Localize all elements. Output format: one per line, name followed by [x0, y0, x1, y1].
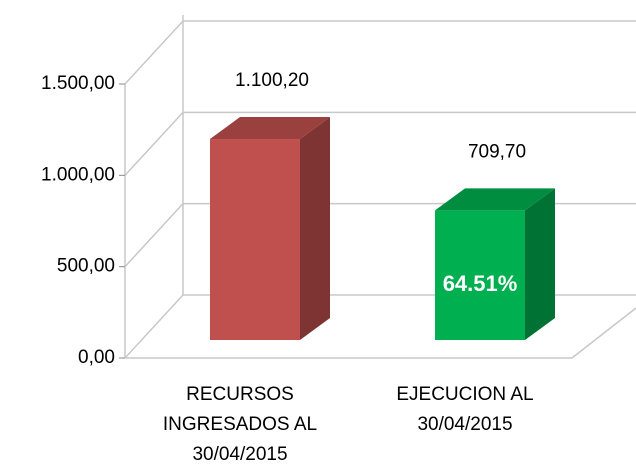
- floor-side: [571, 307, 636, 359]
- grid-line: [124, 294, 636, 359]
- y-tick-label: 1.000,00: [41, 164, 115, 185]
- bar-top: [210, 117, 330, 140]
- x-tick-label: EJECUCION AL: [396, 384, 533, 405]
- annotation: 64.51%: [443, 271, 518, 296]
- bar-side: [525, 188, 555, 340]
- y-tick-label: 0,00: [78, 347, 115, 368]
- bar-side: [300, 117, 330, 340]
- value-label: 709,70: [468, 141, 526, 162]
- y-tick-label: 500,00: [57, 256, 115, 277]
- y-tick-label: 1.500,00: [41, 73, 115, 94]
- x-tick-label: INGRESADOS AL: [163, 414, 317, 435]
- value-label: 1.100,20: [235, 70, 309, 91]
- grid-line: [124, 111, 636, 176]
- x-tick-label: 30/04/2015: [192, 444, 287, 465]
- bar-top: [435, 188, 555, 211]
- grid-line: [124, 202, 636, 268]
- bar: [435, 210, 525, 340]
- bar: [210, 139, 300, 340]
- x-tick-label: RECURSOS: [186, 384, 294, 405]
- x-tick-label: 30/04/2015: [417, 414, 512, 435]
- grid-line: [124, 20, 636, 85]
